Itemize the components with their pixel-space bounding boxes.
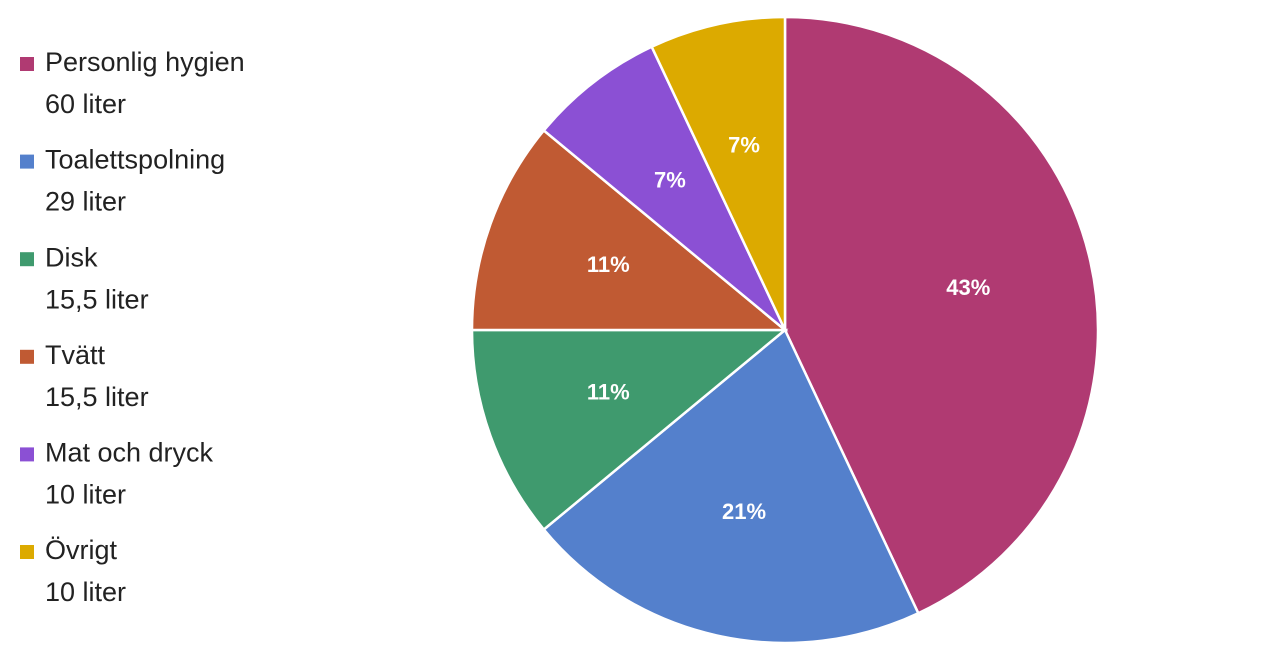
pie-slice: [650, 15, 787, 331]
legend-detail: 29 liter: [45, 187, 126, 217]
slice-label: 7%: [654, 167, 686, 192]
pie-slice: [783, 15, 1100, 615]
slice-label: 11%: [587, 252, 630, 277]
legend-label: Övrigt: [45, 535, 118, 565]
slice-label: 43%: [946, 275, 990, 300]
legend-detail: 10 liter: [45, 480, 126, 510]
legend-detail: 15,5 liter: [45, 284, 149, 314]
slice-label: 11%: [587, 379, 630, 404]
legend-label: Disk: [45, 242, 98, 272]
legend-swatch: [20, 57, 34, 71]
legend-detail: 10 liter: [45, 577, 126, 607]
legend-swatch: [20, 545, 34, 559]
legend-swatch: [20, 154, 34, 169]
pie-slice: [542, 328, 920, 645]
legend-swatch: [20, 447, 34, 462]
legend-swatch: [20, 349, 34, 364]
pie-slice: [470, 328, 789, 532]
legend-swatch: [20, 252, 34, 267]
legend-label: Toalettspolning: [45, 145, 225, 175]
legend-label: Personlig hygien: [45, 47, 245, 77]
legend-label: Mat och dryck: [45, 438, 214, 468]
legend-detail: 15,5 liter: [45, 382, 149, 412]
pie-slice: [470, 128, 789, 332]
pie-slice: [542, 45, 787, 331]
legend-label: Tvätt: [45, 340, 106, 370]
slice-label: 21%: [722, 499, 766, 524]
slice-label: 7%: [728, 133, 760, 158]
legend-detail: 60 liter: [45, 89, 126, 119]
